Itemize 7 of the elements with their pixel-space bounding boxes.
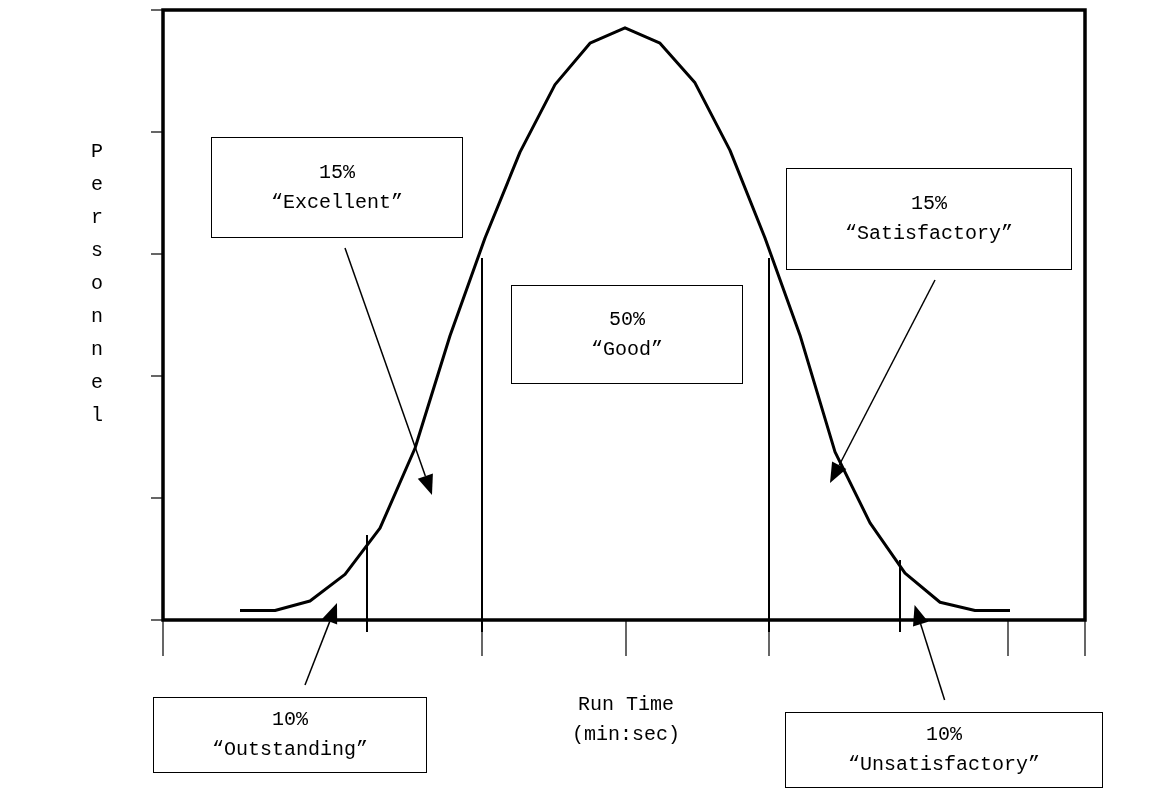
annotation: 15% “Excellent” [270, 159, 404, 216]
annotation: 15% “Satisfactory” [844, 191, 1014, 247]
x-axis-title: Run Time (min:sec) [571, 692, 681, 748]
annotation: 50% “Good” [590, 306, 663, 363]
text: 10% “Outstanding” [211, 707, 369, 763]
text: 10% “Unsatisfactory” [847, 722, 1041, 778]
text: Personnel [90, 140, 103, 427]
